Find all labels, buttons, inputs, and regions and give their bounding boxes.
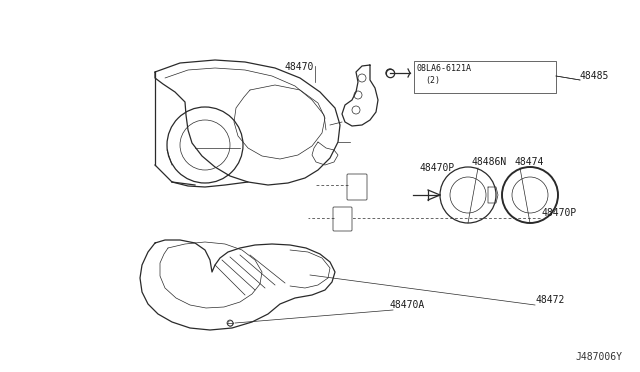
Text: 48470P: 48470P: [420, 163, 455, 173]
Text: 48470A: 48470A: [390, 300, 425, 310]
Text: 48472: 48472: [536, 295, 565, 305]
Text: 48486N: 48486N: [472, 157, 508, 167]
Text: 48485: 48485: [580, 71, 609, 81]
Text: 48474: 48474: [515, 157, 545, 167]
Text: 48470P: 48470P: [542, 208, 577, 218]
Text: J487006Y: J487006Y: [575, 352, 622, 362]
Text: 48470: 48470: [285, 62, 314, 72]
Text: 08LA6-6121A: 08LA6-6121A: [417, 64, 472, 73]
Text: (2): (2): [425, 76, 440, 84]
